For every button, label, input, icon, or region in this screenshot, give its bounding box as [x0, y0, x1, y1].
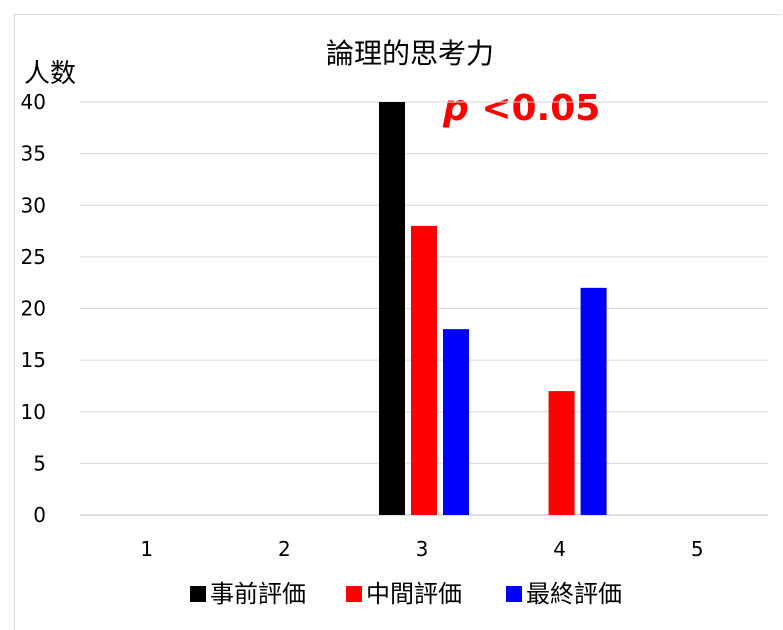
y-tick-label: 25	[21, 245, 46, 269]
legend-swatch	[346, 586, 362, 602]
x-tick-label: 2	[278, 537, 291, 561]
y-tick-label: 35	[21, 142, 46, 166]
p-value-annotation: p <0.05	[442, 88, 600, 129]
x-tick-label: 1	[140, 537, 153, 561]
y-tick-label: 20	[21, 297, 46, 321]
bars	[379, 102, 607, 515]
x-tick-label: 5	[691, 537, 704, 561]
x-tick-label: 3	[416, 537, 429, 561]
bar-中間評価-4	[548, 391, 575, 515]
y-axis-ticks: 0 5 10 15 20 25 30 35 40	[21, 90, 46, 527]
legend-swatch	[506, 586, 522, 602]
chart-title: 論理的思考力	[326, 37, 494, 70]
y-tick-label: 5	[33, 451, 46, 475]
y-tick-label: 30	[21, 193, 46, 217]
y-tick-label: 15	[21, 348, 46, 372]
legend: 事前評価 中間評価 最終評価	[190, 580, 622, 608]
p-value-threshold: <0.05	[469, 88, 601, 129]
p-value-symbol: p	[442, 88, 469, 129]
y-tick-label: 0	[33, 503, 46, 527]
legend-label: 事前評価	[210, 580, 306, 608]
legend-swatch	[190, 586, 206, 602]
legend-label: 中間評価	[366, 580, 462, 608]
bar-中間評価-3	[411, 225, 437, 515]
y-axis-label: 人数	[24, 59, 76, 89]
y-tick-label: 10	[21, 400, 46, 424]
bar-最終評価-3	[443, 329, 469, 515]
x-axis-ticks: 1 2 3 4 5	[140, 537, 703, 561]
legend-label: 最終評価	[526, 580, 622, 608]
bar-最終評価-4	[580, 287, 607, 515]
bar-事前評価-3	[379, 102, 405, 515]
y-tick-label: 40	[21, 90, 46, 114]
x-tick-label: 4	[553, 537, 566, 561]
